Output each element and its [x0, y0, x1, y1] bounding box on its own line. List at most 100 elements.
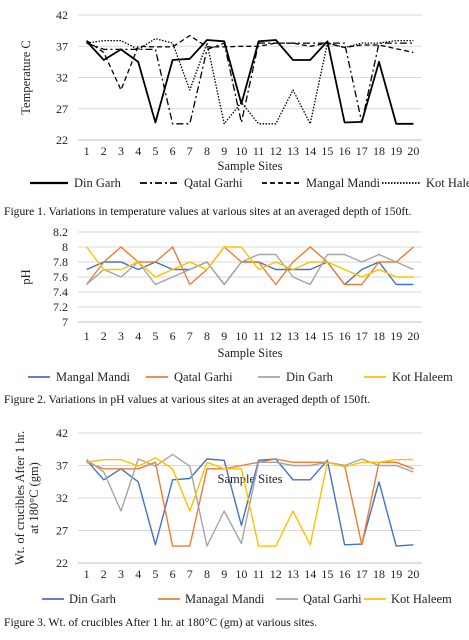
y-axis-label: pH — [19, 269, 33, 284]
legend-entry: Kot Haleem — [426, 176, 469, 190]
x-tick-label: 18 — [373, 567, 385, 581]
legend-entry: Qatal Garhi — [303, 592, 362, 606]
x-tick-label: 18 — [373, 144, 385, 158]
x-tick-label: 7 — [187, 567, 193, 581]
x-tick-label: 5 — [152, 567, 158, 581]
x-tick-label: 17 — [356, 329, 368, 343]
x-tick-label: 7 — [187, 329, 193, 343]
series-line-qatal-garhi — [86, 246, 414, 286]
legend-entry: Din Garh — [74, 176, 122, 190]
x-tick-label: 8 — [204, 144, 210, 158]
x-tick-label: 9 — [221, 567, 227, 581]
x-tick-label: 6 — [170, 329, 176, 343]
x-tick-label: 16 — [339, 144, 351, 158]
x-tick-label: 8 — [204, 329, 210, 343]
y-tick-label: 8.2 — [53, 225, 68, 239]
x-axis-label: Sample Sites — [218, 346, 283, 360]
x-tick-label: 9 — [221, 144, 227, 158]
x-tick-label: 10 — [235, 329, 247, 343]
x-tick-label: 15 — [321, 567, 333, 581]
x-tick-label: 2 — [101, 567, 107, 581]
x-tick-label: 20 — [407, 329, 419, 343]
x-tick-label: 17 — [356, 144, 368, 158]
y-axis-label: Temperature C — [19, 40, 33, 114]
figure-2-caption: Figure 2. Variations in pH values at var… — [4, 393, 371, 406]
figure-1-caption: Figure 1. Variations in temperature valu… — [4, 205, 412, 218]
legend-entry: Mangal Mandi — [306, 176, 380, 190]
x-tick-label: 10 — [235, 144, 247, 158]
y-tick-label: 37 — [56, 39, 68, 53]
series-line-managal-mandi — [86, 458, 414, 547]
x-tick-label: 11 — [253, 329, 265, 343]
x-tick-label: 11 — [253, 144, 265, 158]
y-axis-label: Wt. of crucibles After 1 hr. — [13, 431, 27, 565]
x-tick-label: 11 — [253, 567, 265, 581]
x-tick-label: 16 — [339, 567, 351, 581]
y-tick-label: 42 — [56, 426, 68, 440]
x-tick-label: 13 — [287, 329, 299, 343]
x-tick-label: 14 — [304, 144, 316, 158]
x-tick-label: 15 — [321, 329, 333, 343]
figure-3-caption: Figure 3. Wt. of crucibles After 1 hr. a… — [4, 616, 318, 629]
y-tick-label: 32 — [56, 491, 68, 505]
x-tick-label: 4 — [135, 144, 141, 158]
x-axis-label: Sample Sites — [218, 159, 283, 173]
series-line-kot-haleem — [86, 246, 414, 278]
y-tick-label: 27 — [56, 102, 68, 116]
x-tick-label: 17 — [356, 567, 368, 581]
x-tick-label: 1 — [84, 329, 90, 343]
x-tick-label: 15 — [321, 144, 333, 158]
x-tick-label: 3 — [118, 567, 124, 581]
series-line-qatal-garhi — [86, 42, 414, 125]
y-axis-label-line-2: at 180°C (gm) — [27, 462, 41, 534]
series-line-din-garh — [86, 458, 414, 547]
x-tick-label: 13 — [287, 567, 299, 581]
x-tick-label: 16 — [339, 329, 351, 343]
x-tick-label: 14 — [304, 329, 316, 343]
x-tick-label: 5 — [152, 144, 158, 158]
x-tick-label: 20 — [407, 567, 419, 581]
x-tick-label: 8 — [204, 567, 210, 581]
x-tick-label: 20 — [407, 144, 419, 158]
x-tick-label: 3 — [118, 144, 124, 158]
y-tick-label: 42 — [56, 8, 68, 22]
x-tick-label: 19 — [390, 329, 402, 343]
x-tick-label: 4 — [135, 567, 141, 581]
x-tick-label: 2 — [101, 144, 107, 158]
series-line-mangal-mandi — [86, 34, 414, 91]
y-tick-label: 27 — [56, 524, 68, 538]
x-tick-label: 19 — [390, 144, 402, 158]
legend-entry: Din Garh — [69, 592, 117, 606]
y-tick-label: 32 — [56, 71, 68, 85]
legend-entry: Mangal Mandi — [56, 370, 130, 384]
x-axis-label: Sample Sites — [218, 472, 283, 486]
x-tick-label: 14 — [304, 567, 316, 581]
y-tick-label: 7.4 — [53, 285, 68, 299]
x-tick-label: 2 — [101, 329, 107, 343]
y-tick-label: 22 — [56, 556, 68, 570]
x-tick-label: 5 — [152, 329, 158, 343]
legend-entry: Kot Haleem — [392, 370, 453, 384]
y-tick-label: 7 — [62, 315, 68, 329]
series-line-kot-haleem — [86, 457, 414, 547]
x-tick-label: 3 — [118, 329, 124, 343]
x-tick-label: 9 — [221, 329, 227, 343]
legend-entry: Din Garh — [286, 370, 334, 384]
legend-entry: Managal Mandi — [185, 592, 265, 606]
x-tick-label: 7 — [187, 144, 193, 158]
y-tick-label: 7.2 — [53, 300, 68, 314]
series-line-din-garh — [85, 39, 414, 125]
x-tick-label: 1 — [84, 144, 90, 158]
x-tick-label: 1 — [84, 567, 90, 581]
x-tick-label: 6 — [170, 567, 176, 581]
x-tick-label: 4 — [135, 329, 141, 343]
legend-entry: Qatal Garhi — [174, 370, 233, 384]
legend-entry: Kot Haleem — [391, 592, 452, 606]
x-tick-label: 12 — [270, 329, 282, 343]
y-tick-label: 8 — [62, 240, 68, 254]
legend-entry: Qatal Garhi — [184, 176, 243, 190]
y-tick-label: 7.6 — [53, 270, 68, 284]
y-tick-label: 22 — [56, 133, 68, 147]
